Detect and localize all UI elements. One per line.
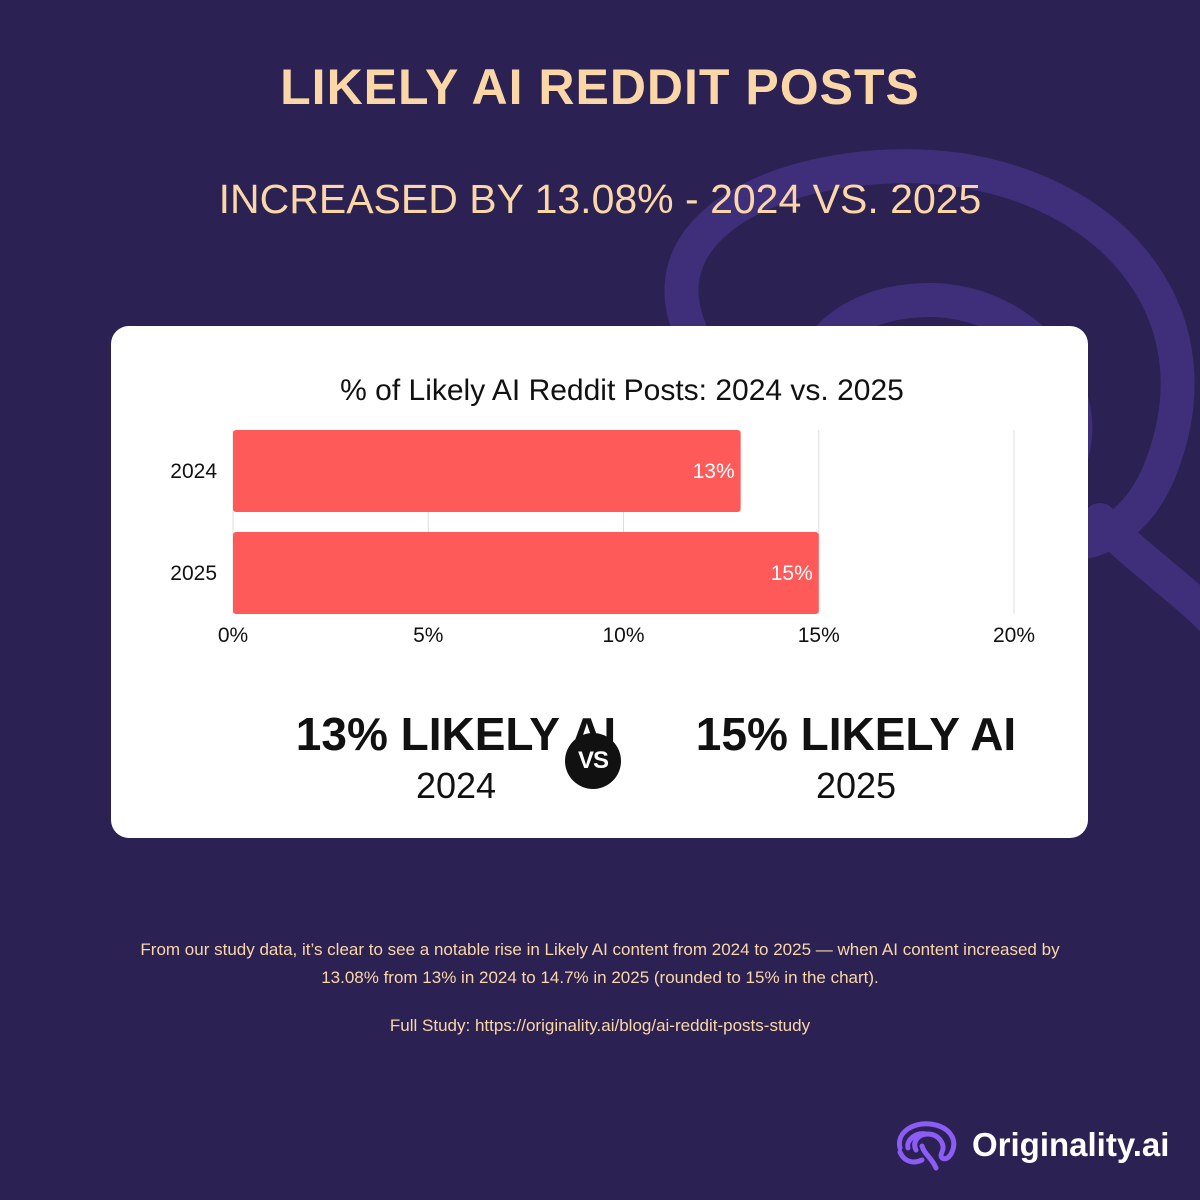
brand-logo: Originality.ai [892,1118,1172,1174]
stat-2024: 13% LIKELY AI 2024 [246,706,666,810]
page-title: LIKELY AI REDDIT POSTS [280,59,920,115]
vs-badge: VS [565,733,621,789]
chart-card: % of Likely AI Reddit Posts: 2024 vs. 20… [111,326,1088,838]
y-category-label: 2025 [170,562,217,585]
bar-chart: % of Likely AI Reddit Posts: 2024 vs. 20… [170,374,1035,647]
y-category-label: 2024 [170,460,217,483]
bar-data-label: 13% [693,460,735,483]
x-tick-label: 0% [218,624,248,647]
x-tick-label: 20% [993,624,1035,647]
brain-logo-icon [896,1121,957,1171]
stat-2024-year: 2024 [415,765,497,806]
stat-2024-headline: 13% LIKELY AI [295,708,617,760]
x-tick-label: 15% [798,624,840,647]
stat-2025-year: 2025 [815,765,897,806]
chart-title: % of Likely AI Reddit Posts: 2024 vs. 20… [340,374,904,407]
bar-2025 [233,532,819,614]
x-tick-label: 5% [413,624,443,647]
page-subtitle: INCREASED BY 13.08% - 2024 VS. 2025 [218,176,982,222]
stat-2025: 15% LIKELY AI 2025 [646,706,1066,810]
bar-data-label: 15% [771,562,813,585]
study-summary-text: From our study data, it’s clear to see a… [140,940,1060,987]
x-tick-label: 10% [602,624,644,647]
brand-name: Originality.ai [972,1126,1170,1163]
bar-2024 [233,430,741,512]
stat-2025-headline: 15% LIKELY AI [695,708,1017,760]
full-study-link[interactable]: Full Study: https://originality.ai/blog/… [389,1016,811,1035]
